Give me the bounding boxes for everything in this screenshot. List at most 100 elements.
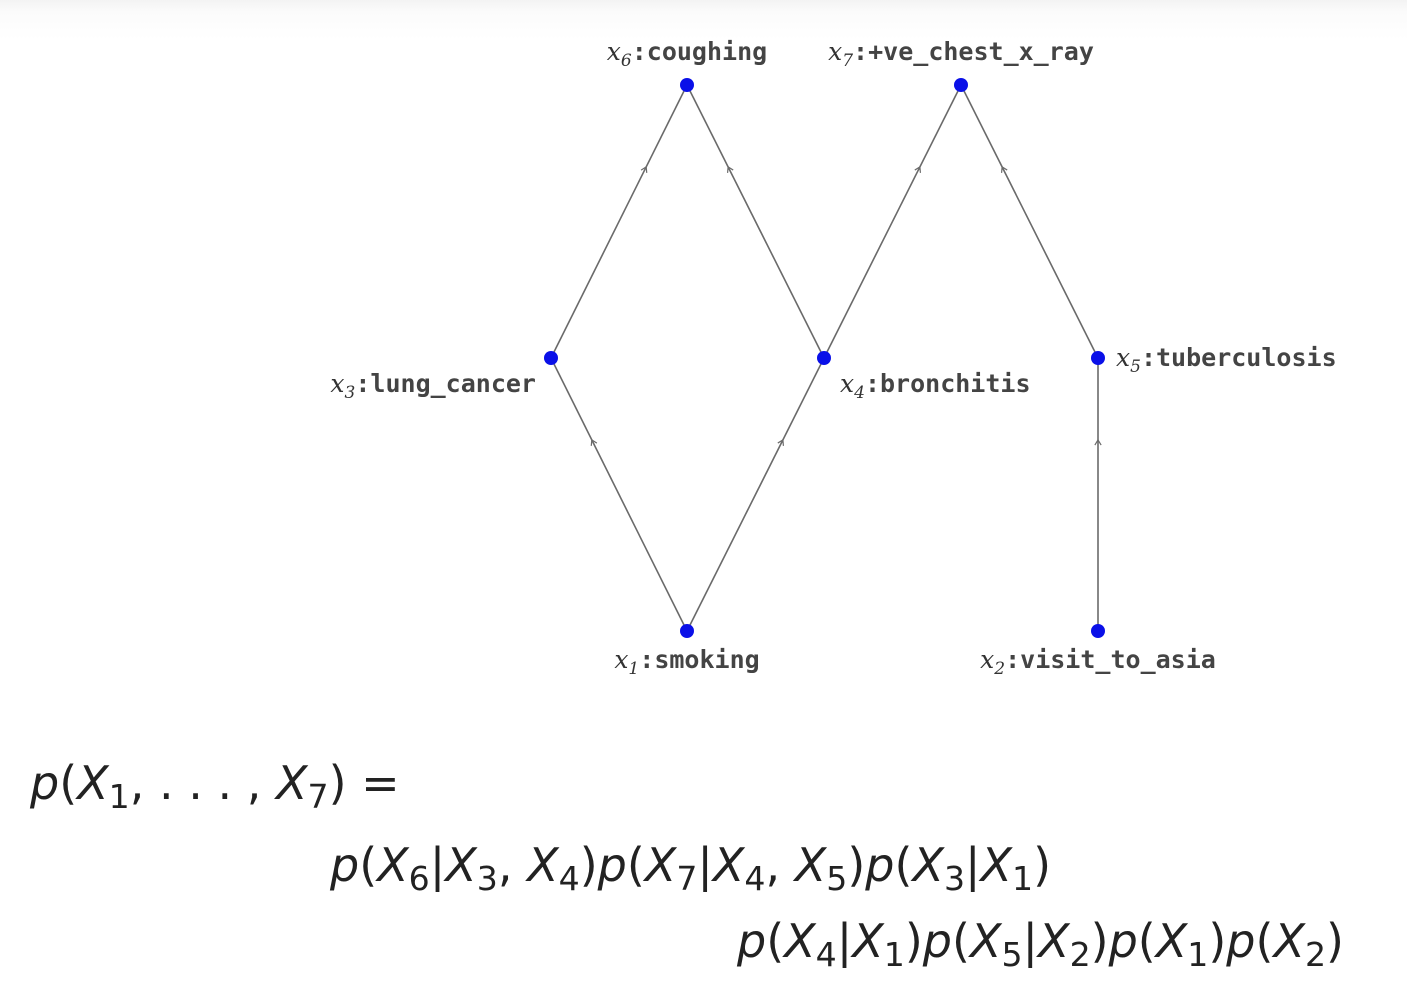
formula-variable: X <box>527 838 559 892</box>
node-label-x3: x3:lung_cancer <box>330 369 536 403</box>
node-var-x7: x <box>828 37 842 66</box>
edge-x1-to-x3 <box>550 357 688 632</box>
joint-distribution-formula-line-1: p(X1, . . . , X7) = <box>30 756 400 817</box>
node-subscript-x7: 7 <box>842 51 853 71</box>
formula-variable: X <box>969 914 1002 968</box>
formula-variable: X <box>77 756 109 810</box>
formula-variable: X <box>276 756 308 810</box>
formula-subscript: 7 <box>676 859 698 899</box>
arrowhead-x5-to-x7 <box>1000 165 1008 173</box>
node-var-x3: x <box>330 369 344 398</box>
formula-subscript: 4 <box>558 859 580 899</box>
formula-subscript: 2 <box>1069 935 1091 975</box>
node-separator-x3: : <box>355 369 370 398</box>
node-var-x5: x <box>1116 343 1130 372</box>
node-var-x1: x <box>614 645 628 674</box>
formula-subscript: 3 <box>476 859 498 899</box>
joint-distribution-formula-line-2: p(X6|X3, X4)p(X7|X4, X5)p(X3|X1) <box>330 838 1052 899</box>
edge-x5-to-x7 <box>960 84 1099 359</box>
node-x4 <box>817 351 831 365</box>
formula-variable: X <box>1273 914 1305 968</box>
edge-x1-to-x4 <box>686 357 825 632</box>
formula-prob-symbol: p <box>865 838 895 892</box>
node-x3 <box>544 351 558 365</box>
node-x5 <box>1091 351 1105 365</box>
node-label-x4: x4:bronchitis <box>840 369 1031 403</box>
formula-subscript: 2 <box>1304 935 1327 975</box>
formula-subscript: 6 <box>408 859 430 899</box>
node-subscript-x3: 3 <box>345 383 356 403</box>
node-subscript-x4: 4 <box>853 383 865 403</box>
node-label-x6: x6:coughing <box>607 37 767 71</box>
node-separator-x4: : <box>865 369 880 398</box>
joint-distribution-formula-line-3: p(X4|X1)p(X5|X2)p(X1)p(X2) <box>737 914 1344 975</box>
formula-variable: X <box>445 838 477 892</box>
formula-variable: X <box>794 838 827 892</box>
node-separator-x1: : <box>639 645 654 674</box>
formula-subscript: 4 <box>815 935 837 975</box>
arrowhead-x4-to-x7 <box>914 165 922 173</box>
arrowhead-x1-to-x4 <box>777 438 785 446</box>
node-labels: x6:coughing x7:+ve_chest_x_rayx3:lung_can… <box>330 37 1336 679</box>
formula-variable: X <box>1038 914 1070 968</box>
node-var-x4: x <box>840 369 854 398</box>
formula-prob-symbol: p <box>330 838 360 892</box>
formula-variable: X <box>1155 914 1188 968</box>
node-subscript-x6: 6 <box>621 51 632 71</box>
formula-variable: X <box>712 838 745 892</box>
formula-subscript: 5 <box>1001 935 1023 975</box>
formula-prob-symbol: p <box>922 914 952 968</box>
node-name-x2: visit_to_asia <box>1020 645 1216 674</box>
arrowhead-x4-to-x6 <box>726 165 734 173</box>
node-label-x1: x1:smoking <box>614 645 759 679</box>
node-label-x5: x5:tuberculosis <box>1116 343 1337 377</box>
formula-subscript: 1 <box>883 935 905 975</box>
formula-variable: X <box>912 838 944 892</box>
formula-variable: X <box>980 838 1013 892</box>
formula-variable: X <box>644 838 677 892</box>
node-subscript-x2: 2 <box>993 659 1005 679</box>
formula-prob-symbol: p <box>1108 914 1138 968</box>
formula-prob-symbol: p <box>1226 914 1256 968</box>
formula-subscript: 1 <box>108 777 130 817</box>
formula-subscript: 1 <box>1187 935 1209 975</box>
node-label-x2: x2:visit_to_asia <box>980 645 1216 679</box>
node-x6 <box>680 78 694 92</box>
node-name-x6: coughing <box>647 37 767 66</box>
formula-prob-symbol: p <box>597 838 627 892</box>
formula-variable: X <box>377 838 409 892</box>
node-name-x3: lung_cancer <box>370 369 536 398</box>
node-separator-x2: : <box>1005 645 1020 674</box>
edge-x4-to-x7 <box>823 84 962 359</box>
node-name-x4: bronchitis <box>880 369 1031 398</box>
node-subscript-x5: 5 <box>1130 357 1141 377</box>
edge-x3-to-x6 <box>550 84 688 359</box>
formula-variable: X <box>852 914 884 968</box>
formula-prob-symbol: p <box>737 914 767 968</box>
formula-prob-symbol: p <box>30 756 60 810</box>
node-var-x6: x <box>607 37 621 66</box>
node-var-x2: x <box>980 645 994 674</box>
node-name-x7: +ve_chest_x_ray <box>868 37 1094 66</box>
formula-subscript: 4 <box>744 859 766 899</box>
node-name-x1: smoking <box>654 645 759 674</box>
edge-x4-to-x6 <box>686 84 825 359</box>
formula-subscript: 5 <box>826 859 848 899</box>
bayesian-network-diagram: x6:coughing x7:+ve_chest_x_rayx3:lung_can… <box>330 37 1336 679</box>
arrowhead-x3-to-x6 <box>640 165 648 173</box>
node-subscript-x1: 1 <box>628 659 639 679</box>
formula-variable: X <box>784 914 816 968</box>
node-separator-x6: : <box>632 37 647 66</box>
nodes <box>544 78 1105 638</box>
formula-subscript: 1 <box>1012 859 1034 899</box>
node-x1 <box>680 624 694 638</box>
formula-subscript: 7 <box>307 777 329 817</box>
node-name-x5: tuberculosis <box>1156 343 1337 372</box>
node-x7 <box>954 78 968 92</box>
node-separator-x7: : <box>853 37 868 66</box>
formula-subscript: 3 <box>943 859 966 899</box>
node-label-x7: x7:+ve_chest_x_ray <box>828 37 1094 71</box>
node-x2 <box>1091 624 1105 638</box>
arrowhead-x1-to-x3 <box>590 438 598 446</box>
